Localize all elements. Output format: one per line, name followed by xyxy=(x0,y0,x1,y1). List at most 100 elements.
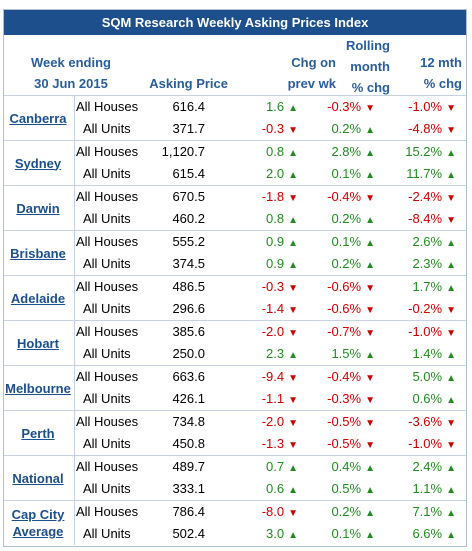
rolling-cell: 0.5% ▲ xyxy=(304,478,375,502)
chg-wk-value: 2.0 xyxy=(266,166,285,181)
chg-wk-cell: 0.9 ▲ xyxy=(224,253,298,277)
down-arrow-icon: ▼ xyxy=(365,283,375,294)
city-link[interactable]: Sydney xyxy=(14,155,62,171)
city-link[interactable]: National xyxy=(12,470,64,486)
dwelling-type: All Houses xyxy=(76,144,139,159)
city-group: Brisbane All Houses 555.2 0.9 ▲ 0.1% ▲ 2.6% ▲ All… xyxy=(4,230,466,275)
city-group: Melbourne All Houses 663.6 -9.4 ▼ -0.4% ▼ 5.0% ▲… xyxy=(4,365,466,410)
rolling-value: 0.2% xyxy=(331,504,362,519)
city-group: Darwin All Houses 670.5 -1.8 ▼ -0.4% ▼ -2.4% ▼ Al… xyxy=(4,185,466,230)
twelve-value: -3.6% xyxy=(408,414,443,429)
dwelling-type: All Units xyxy=(83,526,131,541)
asking-price-value: 670.5 xyxy=(172,189,205,204)
chg-wk-value: -2.0 xyxy=(261,324,285,339)
up-arrow-icon: ▲ xyxy=(365,508,375,519)
chg-wk-cell: -2.0 ▼ xyxy=(224,411,298,435)
rolling-cell: 0.2% ▲ xyxy=(304,118,375,142)
chg-wk-value: -1.3 xyxy=(261,436,285,451)
table-row: All Houses 616.4 1.6 ▲ -0.3% ▼ -1.0% ▼ xyxy=(4,96,466,118)
twelve-value: 2.6% xyxy=(412,234,443,249)
chg-wk-value: -2.0 xyxy=(261,414,285,429)
twelve-value: 5.0% xyxy=(412,369,443,384)
rolling-cell: 0.1% ▲ xyxy=(304,163,375,187)
down-arrow-icon: ▼ xyxy=(288,283,298,294)
twelve-cell: 11.7% ▲ xyxy=(384,163,456,187)
table-row: All Units 426.1 -1.1 ▼ -0.3% ▼ 0.6% ▲ xyxy=(4,388,466,410)
down-arrow-icon: ▼ xyxy=(446,305,456,316)
asking-price-value: 296.6 xyxy=(172,301,205,316)
table-row: All Units 371.7 -0.3 ▼ 0.2% ▲ -4.8% ▼ xyxy=(4,118,466,140)
asking-price-value: 374.5 xyxy=(172,256,205,271)
city-link[interactable]: Melbourne xyxy=(5,380,71,396)
up-arrow-icon: ▲ xyxy=(446,283,456,294)
table-row: All Houses 786.4 -8.0 ▼ 0.2% ▲ 7.1% ▲ xyxy=(4,501,466,523)
rolling-line1: Rolling xyxy=(345,38,390,53)
twelve-value: -1.0% xyxy=(408,436,443,451)
down-arrow-icon: ▼ xyxy=(446,328,456,339)
up-arrow-icon: ▲ xyxy=(365,260,375,271)
chg-wk-value: 0.6 xyxy=(266,481,285,496)
rolling-value: 0.5% xyxy=(331,481,362,496)
city-link[interactable]: Perth xyxy=(21,425,55,441)
twelve-cell: -1.0% ▼ xyxy=(384,96,456,120)
table-row: All Units 296.6 -1.4 ▼ -0.6% ▼ -0.2% ▼ xyxy=(4,298,466,320)
city-link[interactable]: Adelaide xyxy=(10,290,66,306)
twelve-cell: -1.0% ▼ xyxy=(384,433,456,457)
up-arrow-icon: ▲ xyxy=(446,170,456,181)
twelve-value: 2.4% xyxy=(412,459,443,474)
rolling-cell: -0.3% ▼ xyxy=(304,388,375,412)
twelve-value: 6.6% xyxy=(412,526,443,541)
up-arrow-icon: ▲ xyxy=(365,485,375,496)
chg-wk-value: 1.6 xyxy=(266,99,285,114)
chg-wk-cell: -9.4 ▼ xyxy=(224,366,298,390)
dwelling-type: All Units xyxy=(83,121,131,136)
city-link[interactable]: Cap City Average xyxy=(11,507,65,539)
city-group: Adelaide All Houses 486.5 -0.3 ▼ -0.6% ▼ 1.7% ▲ A… xyxy=(4,275,466,320)
dwelling-type: All Houses xyxy=(76,189,139,204)
column-divider xyxy=(74,366,75,410)
twelve-cell: 7.1% ▲ xyxy=(384,501,456,525)
chg-wk-value: -0.3 xyxy=(261,121,285,136)
city-link[interactable]: Canberra xyxy=(9,110,67,126)
up-arrow-icon: ▲ xyxy=(365,148,375,159)
dwelling-type: All Houses xyxy=(76,459,139,474)
down-arrow-icon: ▼ xyxy=(446,440,456,451)
up-arrow-icon: ▲ xyxy=(288,485,298,496)
rolling-cell: -0.4% ▼ xyxy=(304,366,375,390)
dwelling-type: All Units xyxy=(83,211,131,226)
twelve-line2: % chg xyxy=(423,76,462,91)
dwelling-type: All Houses xyxy=(76,234,139,249)
twelve-value: 2.3% xyxy=(412,256,443,271)
twelve-value: -1.0% xyxy=(408,324,443,339)
table-row: All Houses 670.5 -1.8 ▼ -0.4% ▼ -2.4% ▼ xyxy=(4,186,466,208)
city-link[interactable]: Brisbane xyxy=(10,245,66,261)
rolling-cell: -0.6% ▼ xyxy=(304,298,375,322)
dwelling-type: All Units xyxy=(83,166,131,181)
asking-price-value: 250.0 xyxy=(172,346,205,361)
rolling-cell: -0.3% ▼ xyxy=(304,96,375,120)
up-arrow-icon: ▲ xyxy=(446,260,456,271)
up-arrow-icon: ▲ xyxy=(288,215,298,226)
chg-wk-cell: 2.3 ▲ xyxy=(224,343,298,367)
asking-price-value: 616.4 xyxy=(172,99,205,114)
rolling-value: -0.6% xyxy=(327,301,362,316)
down-arrow-icon: ▼ xyxy=(288,395,298,406)
rolling-cell: 2.8% ▲ xyxy=(304,141,375,165)
city-group: Canberra All Houses 616.4 1.6 ▲ -0.3% ▼ -1.0% ▼ A… xyxy=(4,96,466,140)
dwelling-type: All Units xyxy=(83,256,131,271)
twelve-value: 15.2% xyxy=(405,144,443,159)
week-ending-header: Week ending 30 Jun 2015 xyxy=(14,52,128,94)
city-link[interactable]: Hobart xyxy=(17,335,59,351)
city-link[interactable]: Darwin xyxy=(16,200,60,216)
up-arrow-icon: ▲ xyxy=(365,530,375,541)
table-row: All Units 460.2 0.8 ▲ 0.2% ▲ -8.4% ▼ xyxy=(4,208,466,230)
down-arrow-icon: ▼ xyxy=(365,395,375,406)
asking-price-value: 615.4 xyxy=(172,166,205,181)
rolling-value: 0.1% xyxy=(331,166,362,181)
table-row: All Units 615.4 2.0 ▲ 0.1% ▲ 11.7% ▲ xyxy=(4,163,466,185)
chg-wk-cell: 0.6 ▲ xyxy=(224,478,298,502)
chg-prev-wk-header: Chg on prev wk xyxy=(250,52,336,94)
chg-wk-cell: 2.0 ▲ xyxy=(224,163,298,187)
up-arrow-icon: ▲ xyxy=(288,530,298,541)
chg-wk-cell: -1.1 ▼ xyxy=(224,388,298,412)
